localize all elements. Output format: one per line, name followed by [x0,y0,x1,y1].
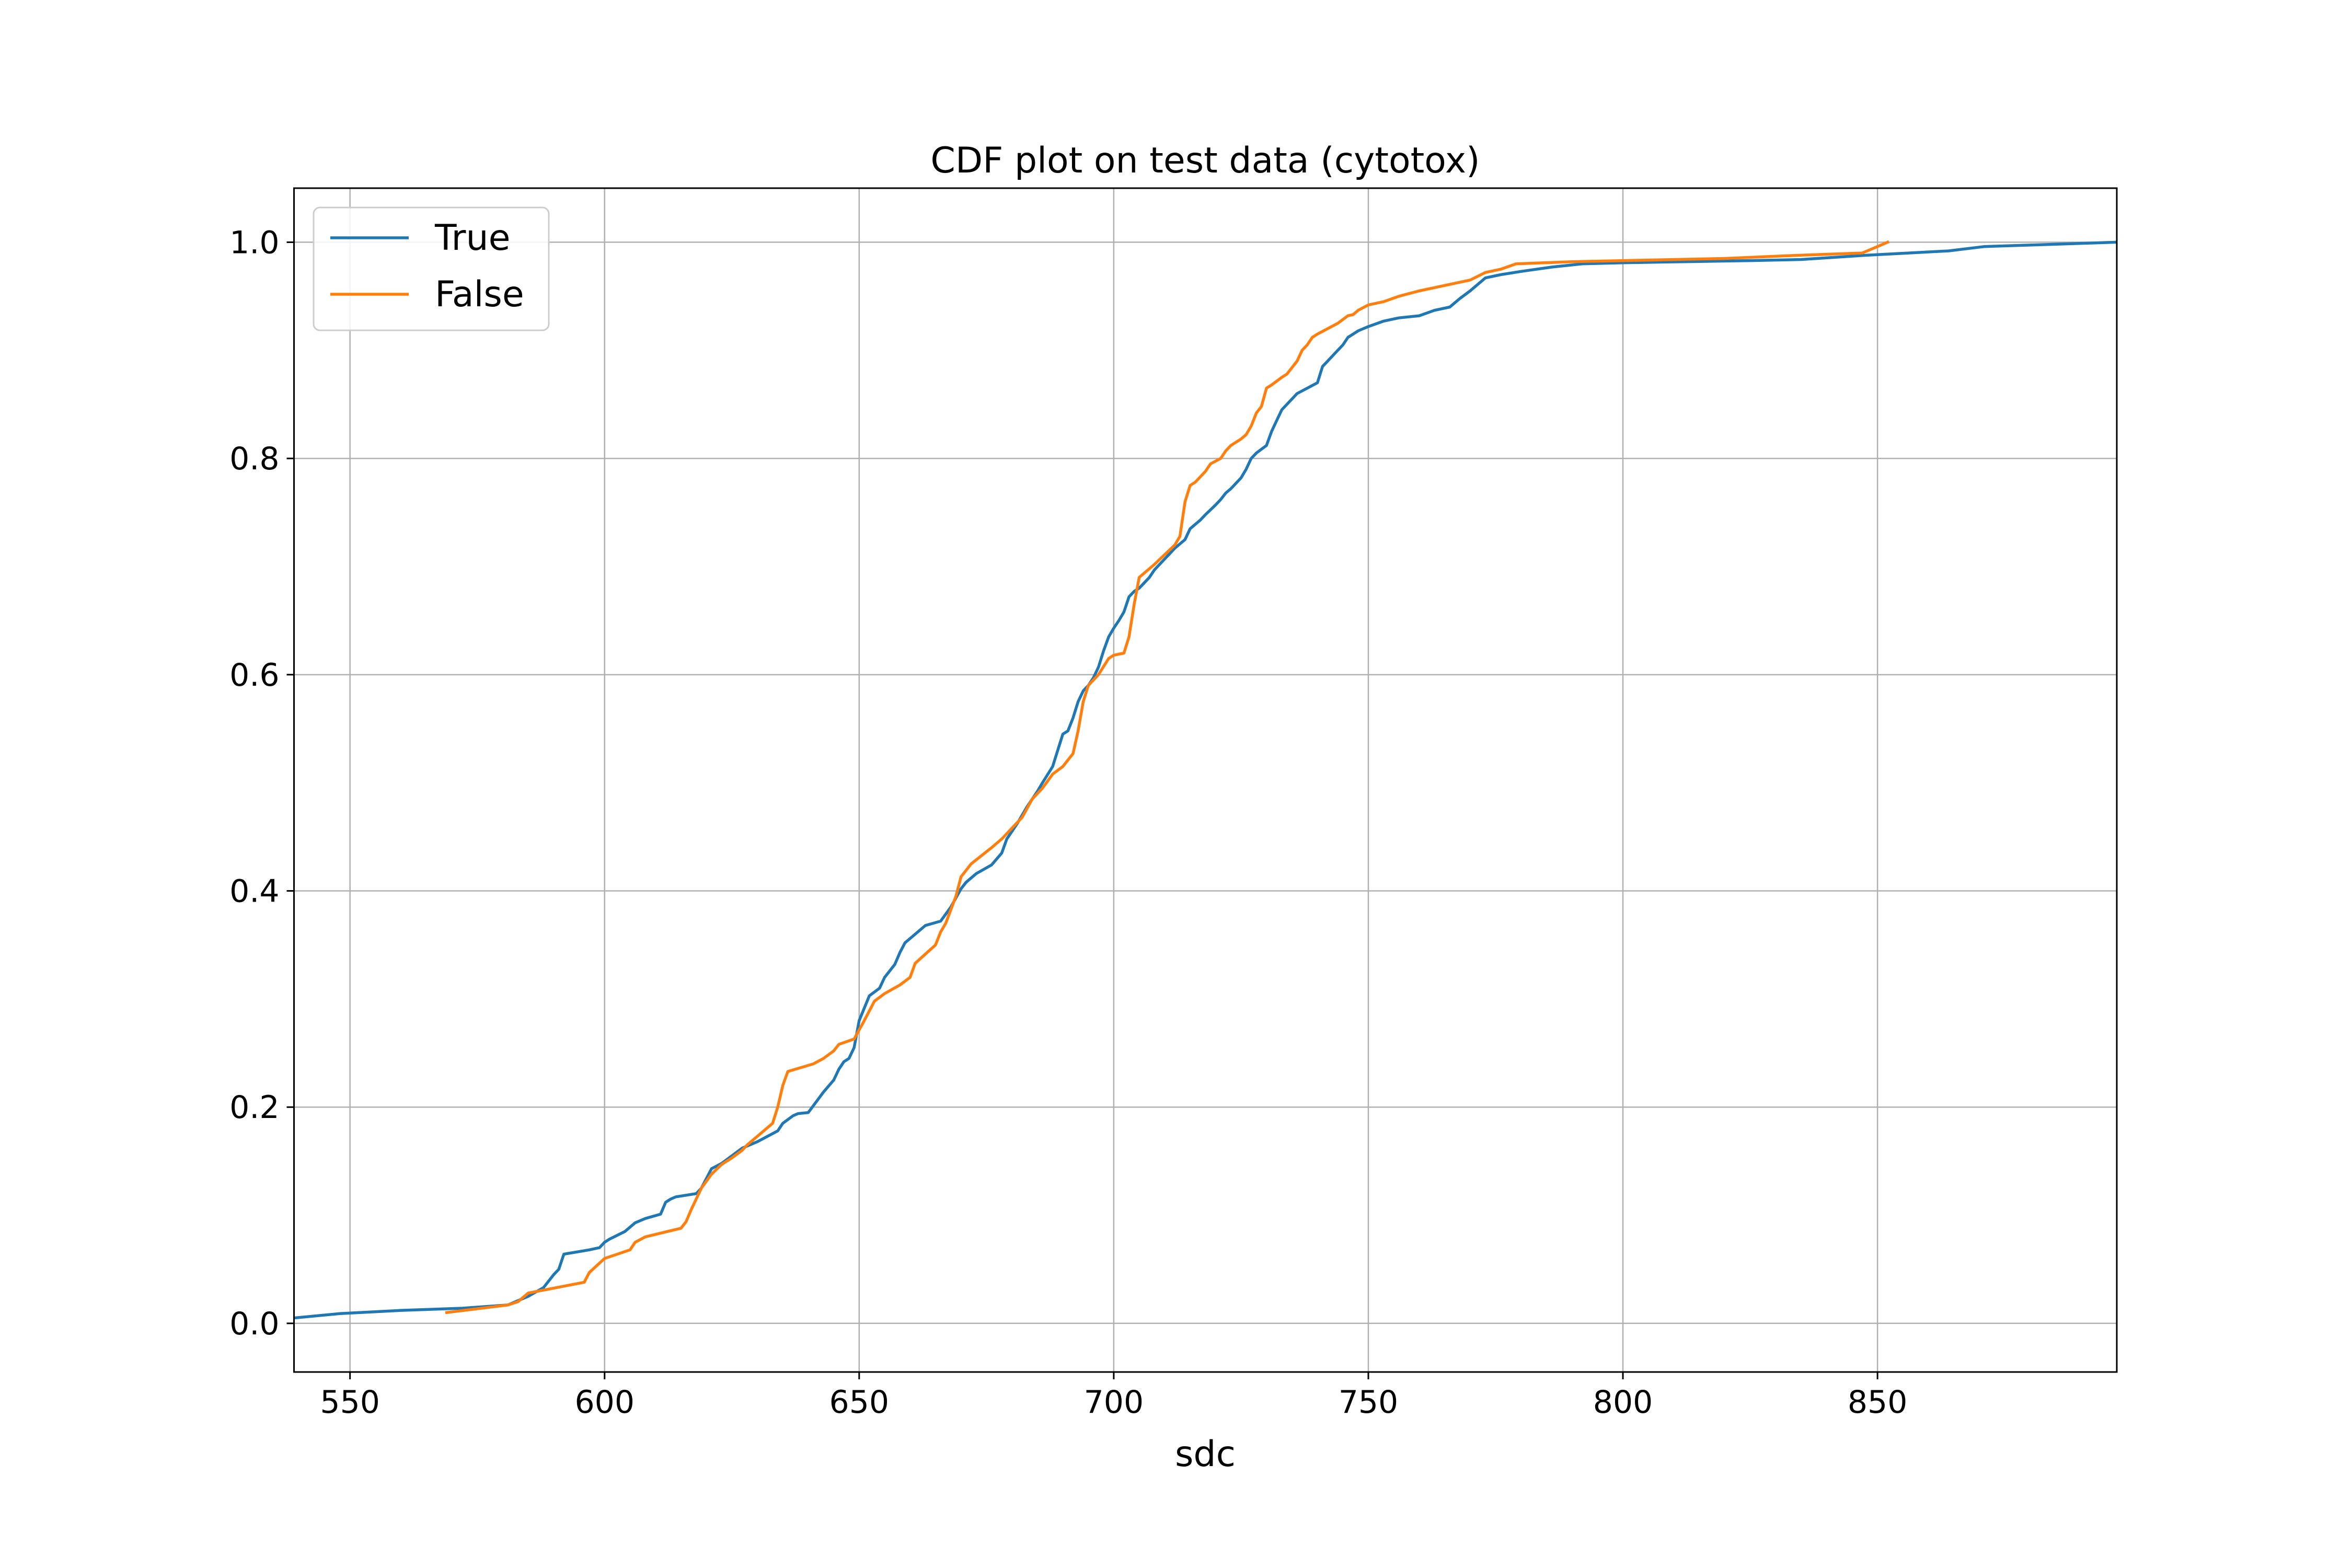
x-tick-label: 850 [1848,1384,1908,1421]
legend-label-true: True [434,217,510,259]
y-tick-label: 0.2 [229,1089,279,1126]
legend-label-false: False [435,274,524,315]
plot-frame [293,187,2118,1373]
legend: True False [313,206,550,331]
series-layer [294,240,2117,1320]
x-tick-label: 550 [320,1384,380,1421]
x-axis-label: sdc [1175,1434,1236,1475]
y-tick-label: 0.6 [229,657,279,694]
series-line-false [445,240,1890,1315]
y-tick-label: 0.0 [229,1306,279,1342]
x-tick-label: 800 [1593,1384,1653,1421]
x-tick-label: 650 [829,1384,890,1421]
y-tick-label: 0.8 [229,441,279,477]
x-tick-label: 700 [1084,1384,1144,1421]
y-tick-label: 0.4 [229,873,279,910]
y-axis-ticks: 0.0 0.2 0.4 0.6 0.8 1.0 [229,224,294,1342]
grid [294,188,2117,1372]
x-tick-label: 750 [1339,1384,1399,1421]
chart-title: CDF plot on test data (cytotox) [930,140,1480,181]
y-tick-label: 1.0 [229,224,279,261]
x-axis-ticks: 550 600 650 700 750 800 850 [320,1372,1907,1421]
x-tick-label: 600 [574,1384,635,1421]
